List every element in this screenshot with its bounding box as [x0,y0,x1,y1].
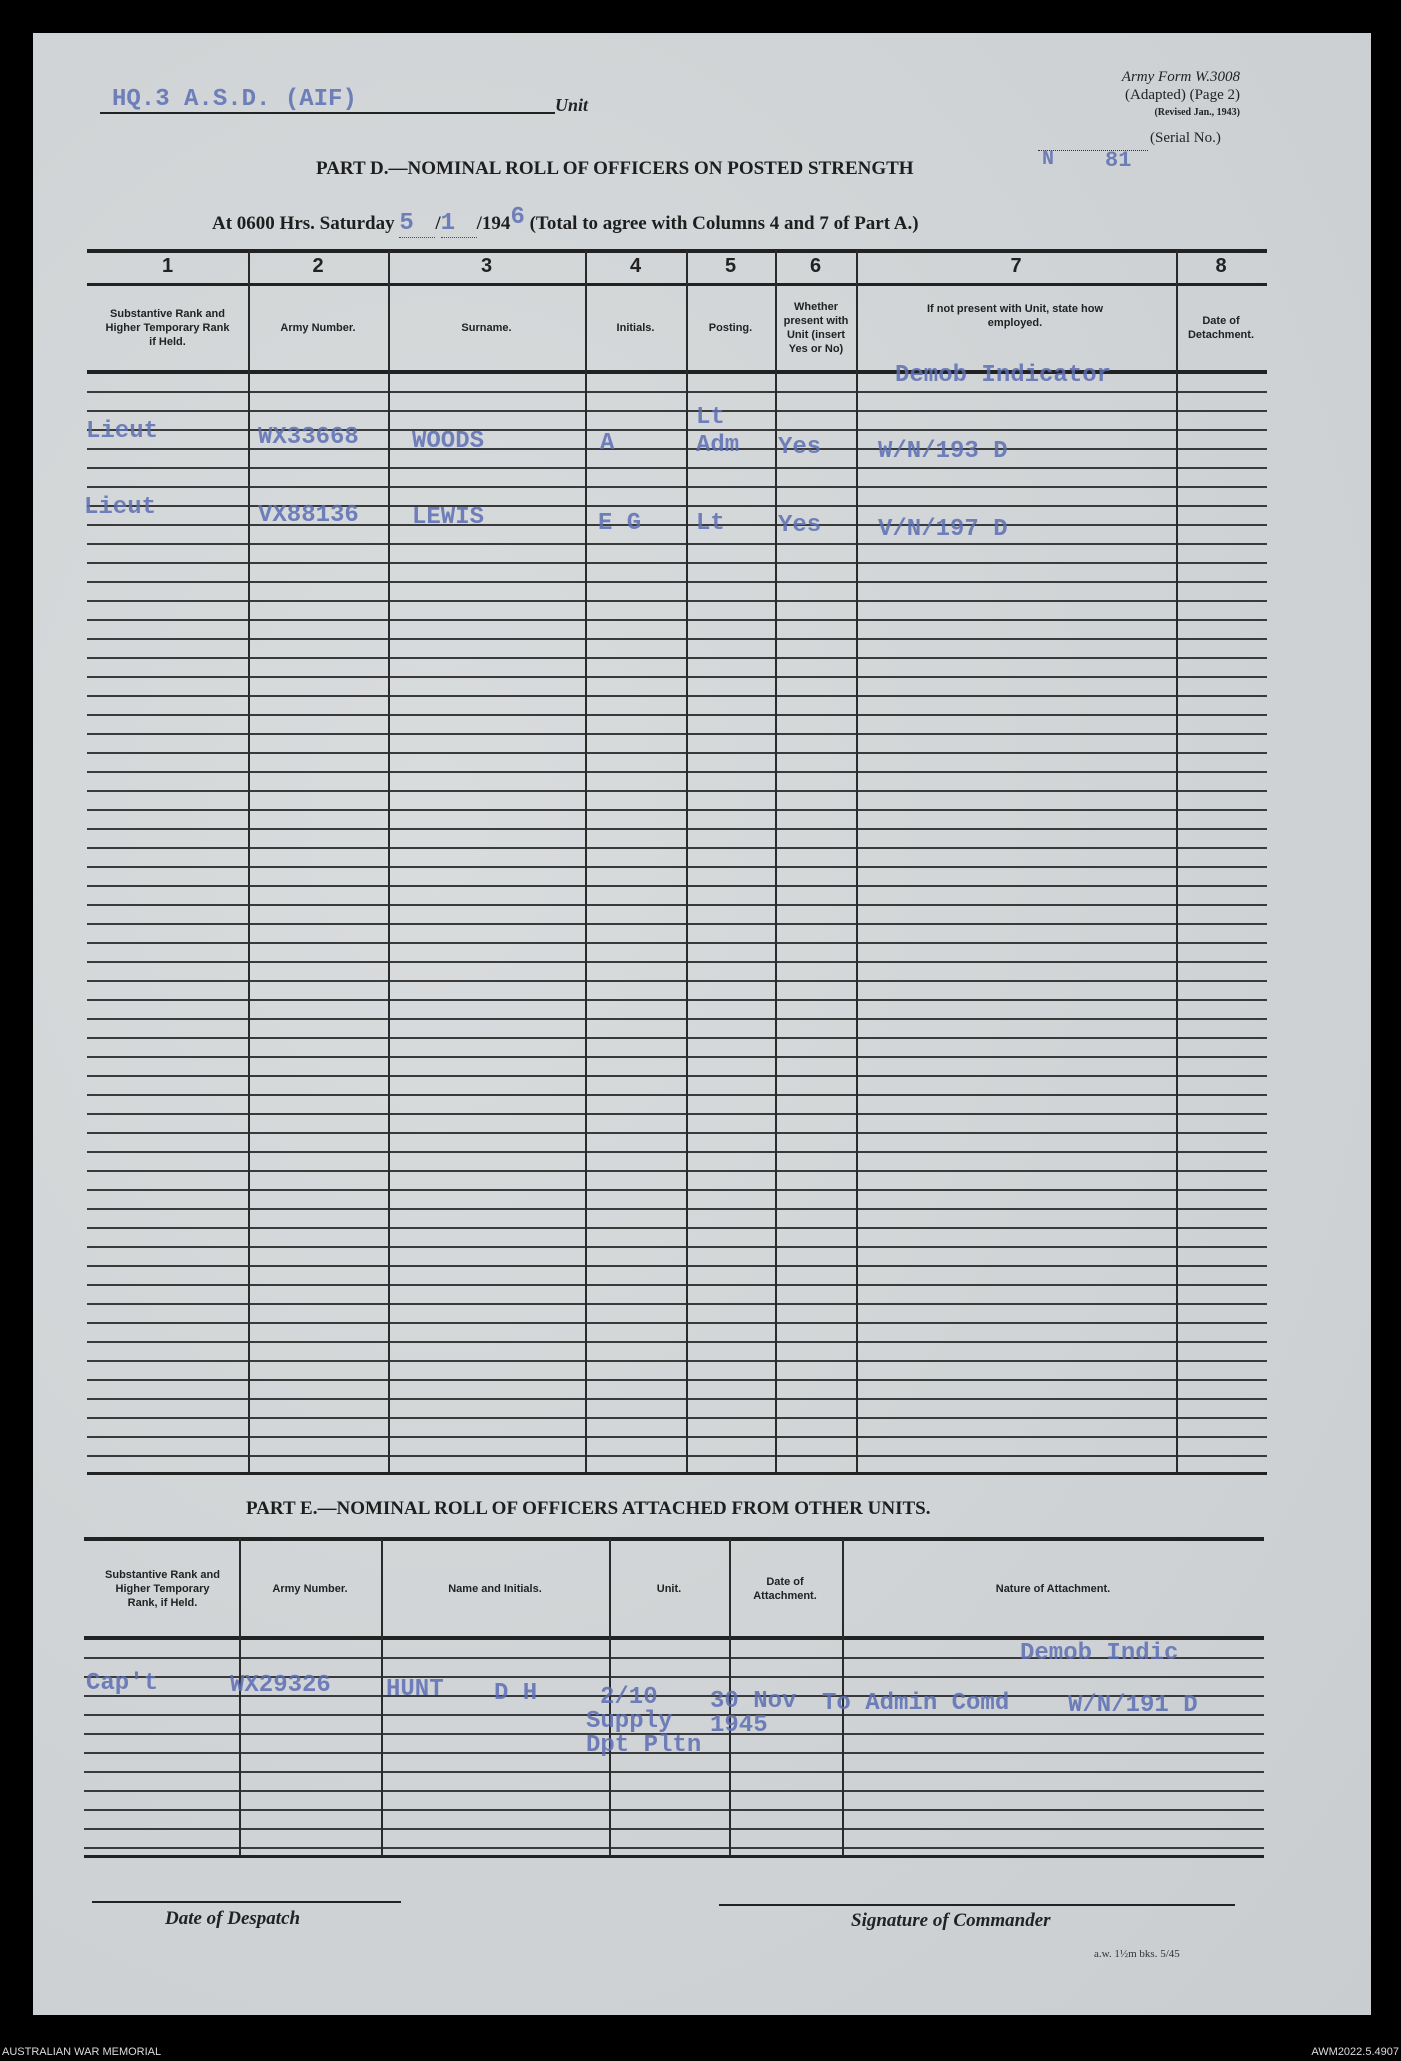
col-number: 1 [161,255,174,277]
header-date: Date of Attachment. [753,1575,817,1602]
col-number: 4 [629,255,642,277]
date-prefix: At 0600 Hrs. Saturday [212,213,395,234]
part-e-title: PART E.—NOMINAL ROLL OF OFFICERS ATTACHE… [246,1498,931,1519]
serial-typed-b: 81 [1105,148,1132,173]
form-number: Army Form W.3008 [1121,69,1240,85]
unit-label: Unit [555,95,589,115]
army-number: WX29326 [230,1672,331,1699]
part-d-date-line: At 0600 Hrs. Saturday 5/1/1946 (Total to… [212,204,919,238]
initials: D H [494,1680,538,1707]
date-line1: 30 Nov [710,1688,797,1715]
unit-line1: 2/10 [600,1684,658,1711]
col-number: 2 [312,255,324,277]
year-typed: 6 [510,204,525,231]
employed: W/N/193 D [878,438,1008,465]
part-d-title: PART D.—NOMINAL ROLL OF OFFICERS ON POST… [316,158,914,179]
header-surname: Surname. [461,322,512,334]
date-suffix: (Total to agree with Columns 4 and 7 of … [529,213,919,234]
archive-reference: AWM2022.5.4907 [1311,2046,1399,2058]
header-rank: Substantive Rank and Higher Temporary Ra… [105,308,230,348]
present: Yes [778,512,822,539]
header-unit: Unit. [656,1582,682,1595]
header-army-number: Army Number. [280,322,356,334]
demob-note: Demob Indicator [895,362,1112,389]
header-employed: If not present with Unit, state how empl… [927,303,1103,329]
month-value: 1 [440,210,477,238]
posting-line2: Adm [696,432,740,459]
col-number: 8 [1215,255,1227,277]
unit-line2: Supply [586,1708,673,1735]
header-detachment: Date of Detachment. [1187,315,1255,341]
serial-typed-a: N [1042,148,1055,171]
serial-line [1038,140,1148,151]
initials: A [600,430,615,457]
rank: Cap't [86,1670,159,1697]
form-revised: (Revised Jan., 1943) [1154,107,1240,118]
posting-line1: Lt [696,404,725,431]
name: HUNT [386,1676,444,1703]
despatch-line [92,1901,401,1903]
unit-line3: Dpt Pltn [586,1732,702,1759]
employed: V/N/197 D [878,516,1008,543]
header-posting: Posting. [708,322,753,334]
rank: Lieut [84,494,157,521]
nature: To Admin Comd [822,1690,1010,1717]
present: Yes [778,434,822,461]
col-number: 3 [480,255,493,277]
header-initials: Initials. [616,322,655,334]
header-nature: Nature of Attachment. [995,1582,1111,1595]
rank: Lieut [86,418,159,445]
date-of-despatch-label: Date of Despatch [165,1908,301,1929]
unit-value: HQ.3 A.S.D. (AIF) [112,86,357,113]
header-name: Name and Initials. [448,1582,542,1595]
unit-line [100,112,555,114]
date-line2: 1945 [710,1712,768,1739]
nature-code: W/N/191 D [1068,1692,1198,1719]
army-number: WX33668 [258,424,359,451]
posting-line1: Lt [696,510,725,537]
initials: E G [598,510,642,537]
form-info: Army Form W.3008 (Adapted) (Page 2) (Rev… [1040,68,1240,122]
surname: WOODS [412,428,485,455]
print-code: a.w. 1½m bks. 5/45 [1094,1948,1180,1960]
year-printed: /194 [476,213,511,234]
form-adapted: (Adapted) (Page 2) [1125,87,1240,103]
col-number: 6 [809,255,822,277]
surname: LEWIS [412,504,485,531]
col-number: 5 [724,255,737,277]
archive-credit: AUSTRALIAN WAR MEMORIAL [2,2046,162,2058]
header-present: Whether present with Unit (insert Yes or… [783,301,849,355]
header-rank: Substantive Rank and Higher Temporary Ra… [105,1568,220,1609]
header-army-number: Army Number. [272,1582,348,1595]
col-number: 7 [1010,255,1022,277]
army-number: VX88136 [258,502,359,529]
signature-label: Signature of Commander [851,1910,1051,1931]
serial-label: (Serial No.) [1150,130,1221,146]
demob-note: Demob Indic [1020,1640,1179,1667]
signature-line [719,1904,1235,1906]
day-value: 5 [399,210,436,238]
